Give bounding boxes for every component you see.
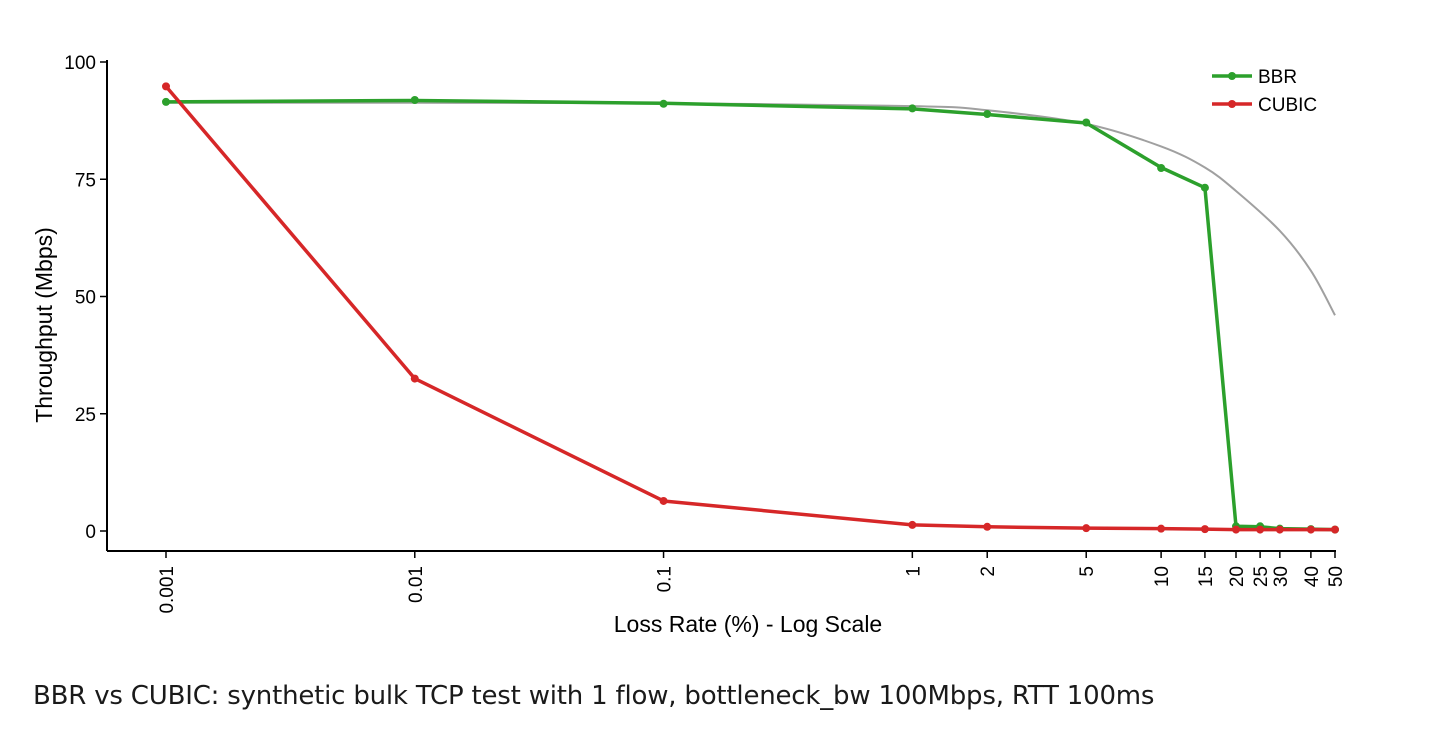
y-ticks: 0 25 50 75 100	[64, 53, 107, 543]
legend-bbr-marker	[1228, 72, 1236, 80]
y-tick-label: 0	[85, 522, 96, 543]
cubic-point	[1082, 524, 1091, 533]
cubic-point	[908, 520, 917, 529]
cubic-point	[1200, 525, 1209, 534]
y-tick-label: 25	[75, 405, 96, 426]
x-tick-label: 25	[1251, 566, 1272, 587]
x-axis-title: Loss Rate (%) - Log Scale	[614, 611, 882, 637]
x-tick-label: 20	[1227, 566, 1248, 587]
x-tick-label: 0.001	[157, 566, 178, 614]
bbr-point	[162, 97, 170, 106]
cubic-point	[1157, 524, 1166, 533]
x-tick-label: 0.1	[655, 566, 676, 592]
legend-cubic-label: CUBIC	[1258, 95, 1317, 116]
cubic-point	[1275, 525, 1284, 534]
cubic-point	[162, 82, 170, 91]
x-tick-label: 1	[903, 566, 924, 577]
model-curve	[165, 101, 1336, 316]
bbr-point	[983, 110, 992, 119]
legend-bbr-label: BBR	[1258, 67, 1297, 88]
legend-cubic-marker	[1228, 100, 1236, 108]
x-tick-label: 2	[978, 566, 999, 577]
bbr-point	[1200, 183, 1209, 192]
bbr-point	[410, 95, 419, 104]
x-tick-label: 50	[1326, 566, 1347, 587]
x-tick-label: 15	[1196, 566, 1217, 587]
bbr-point	[1082, 118, 1091, 127]
bbr-point	[659, 99, 668, 108]
y-tick-label: 100	[64, 53, 96, 74]
cubic-point	[1331, 525, 1339, 534]
bbr-point	[1157, 163, 1166, 172]
legend: BBR CUBIC	[1212, 67, 1317, 116]
bbr-point	[908, 104, 917, 113]
x-tick-label: 40	[1302, 566, 1323, 587]
figure-caption: BBR vs CUBIC: synthetic bulk TCP test wi…	[33, 681, 1155, 711]
cubic-point	[1306, 525, 1315, 534]
plot-area	[162, 82, 1339, 534]
x-tick-label: 10	[1152, 566, 1173, 587]
y-axis-title: Throughput (Mbps)	[31, 227, 57, 423]
cubic-point	[659, 496, 668, 505]
y-tick-label: 50	[75, 288, 96, 309]
y-tick-label: 75	[75, 170, 96, 191]
cubic-point	[1232, 525, 1241, 534]
cubic-point	[983, 522, 992, 531]
cubic-point	[1256, 525, 1265, 534]
x-tick-label: 5	[1077, 566, 1098, 577]
cubic-point	[410, 374, 419, 383]
x-tick-label: 0.01	[406, 566, 427, 603]
x-tick-label: 30	[1271, 566, 1292, 587]
cubic-line	[164, 84, 1337, 532]
